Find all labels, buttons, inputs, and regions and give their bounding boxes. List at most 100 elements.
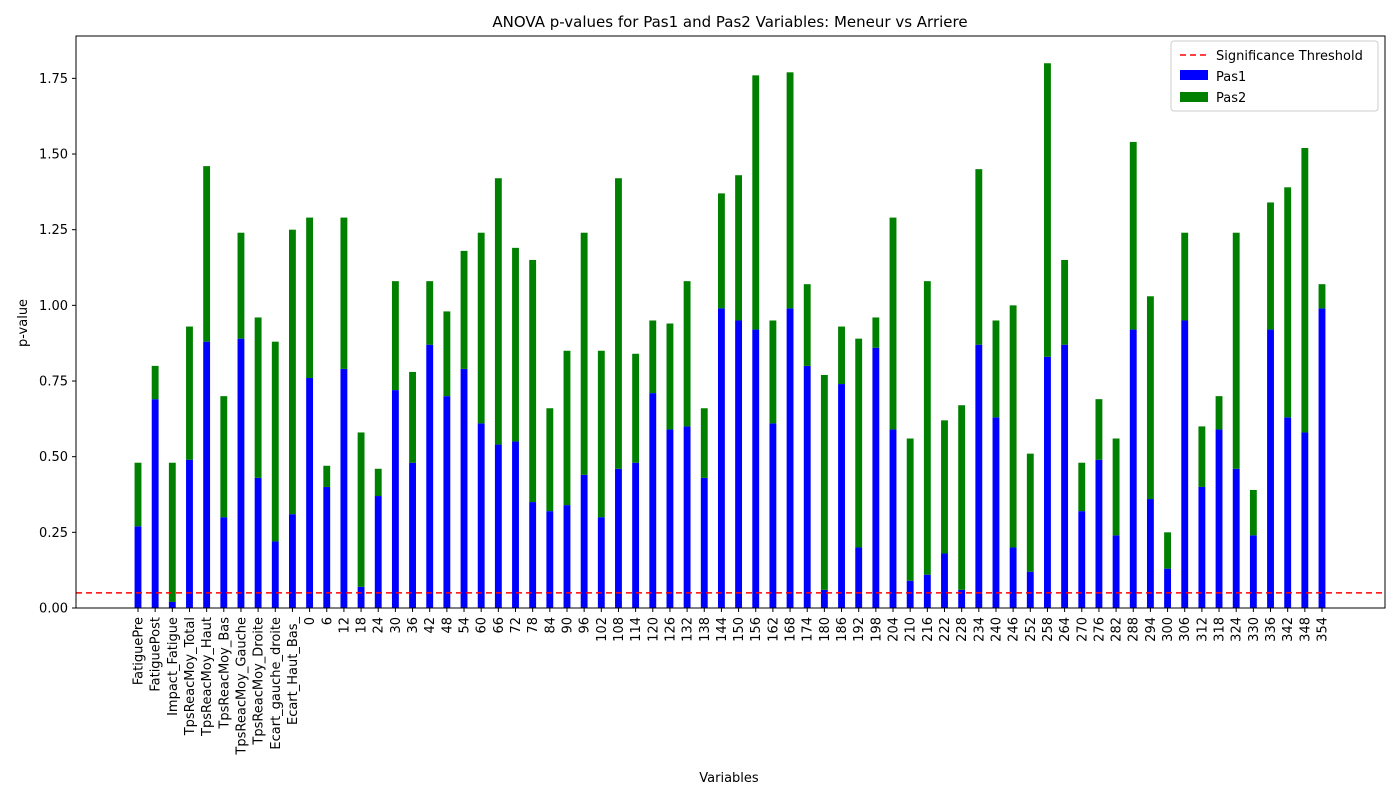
- x-tick-label: 114: [629, 617, 644, 642]
- bar-pas2: [649, 320, 657, 394]
- x-tick-label: 300: [1161, 617, 1176, 642]
- bar-pas2: [340, 217, 348, 369]
- bar-pas2: [717, 193, 725, 309]
- x-tick-label: 324: [1230, 617, 1245, 642]
- bar-pas2: [306, 217, 314, 378]
- bar-pas2: [323, 465, 331, 487]
- bar-pas1: [237, 338, 245, 608]
- x-tick-label: 228: [955, 617, 970, 642]
- bar-pas2: [1061, 259, 1069, 345]
- bar-pas1: [717, 308, 725, 608]
- bar-pas2: [580, 232, 588, 475]
- bar-pas2: [220, 396, 228, 518]
- bar-pas1: [254, 477, 262, 608]
- x-tick-label: 198: [869, 617, 884, 642]
- bar-pas1: [700, 477, 708, 608]
- bar-pas2: [1112, 438, 1120, 536]
- bar-pas1: [460, 368, 468, 608]
- x-tick-label: 120: [646, 617, 661, 642]
- y-axis-ticks: 0.00 0.25 0.50 0.75 1.00 1.25 1.50 1.75: [39, 72, 76, 617]
- bar-pas2: [151, 365, 159, 400]
- x-tick-label: TpsReacMoy_Bas: [217, 617, 232, 730]
- bar-pas1: [1181, 320, 1189, 608]
- bar-pas2: [477, 232, 485, 424]
- y-tick-label: 0.00: [39, 602, 68, 617]
- bar-pas2: [1146, 296, 1154, 500]
- bar-pas2: [271, 341, 279, 542]
- x-tick-label: 174: [801, 617, 816, 642]
- x-tick-label: 276: [1092, 617, 1107, 642]
- bar-pas2: [889, 217, 897, 430]
- legend-pas1-swatch: [1180, 70, 1208, 80]
- bar-pas2: [1181, 232, 1189, 321]
- bar-pas2: [1129, 141, 1137, 330]
- x-tick-label: 156: [749, 617, 764, 642]
- bar-pas2: [391, 281, 399, 391]
- bar-pas1: [529, 502, 537, 608]
- x-tick-label: 102: [595, 617, 610, 642]
- y-tick-label: 1.50: [39, 148, 68, 163]
- bar-pas2: [512, 247, 519, 442]
- bar-pas1: [1249, 535, 1257, 608]
- x-tick-label: 240: [989, 617, 1004, 642]
- bar-pas2: [700, 408, 708, 478]
- bar-pas1: [838, 384, 845, 608]
- bar-pas1: [1095, 459, 1103, 608]
- x-tick-label: 60: [475, 617, 490, 634]
- bar-pas1: [186, 459, 193, 608]
- chart-title: ANOVA p-values for Pas1 and Pas2 Variabl…: [492, 13, 967, 31]
- bar-pas1: [512, 441, 519, 608]
- x-tick-label: 306: [1178, 617, 1193, 642]
- bar-pas1: [803, 365, 811, 608]
- bar-pas1: [409, 462, 416, 608]
- x-tick-label: 108: [612, 617, 627, 642]
- bar-pas2: [1284, 187, 1292, 418]
- bar-pas1: [494, 444, 502, 608]
- x-tick-label: 336: [1264, 617, 1279, 642]
- bar-pas1: [1267, 329, 1274, 608]
- legend-threshold-label: Significance Threshold: [1216, 49, 1363, 64]
- bar-pas1: [1232, 468, 1240, 608]
- bar-pas1: [872, 347, 880, 608]
- x-tick-label: FatiguePre: [132, 617, 147, 685]
- x-tick-label: 348: [1298, 617, 1313, 642]
- bar-pas1: [1215, 429, 1223, 608]
- x-tick-label: 96: [578, 617, 593, 634]
- x-tick-label: 342: [1281, 617, 1296, 642]
- bar-pas1: [992, 417, 1000, 608]
- bar-pas1: [1301, 432, 1309, 608]
- bar-pas1: [683, 426, 691, 608]
- x-tick-label: Impact_Fatigue: [166, 617, 181, 716]
- bar-pas1: [546, 511, 554, 608]
- bar-pas2: [786, 72, 794, 309]
- x-axis-title: Variables: [699, 771, 759, 786]
- x-tick-label: 180: [818, 617, 833, 642]
- x-tick-label: FatiguePost: [149, 617, 164, 692]
- bar-pas1: [563, 505, 571, 608]
- y-axis-title: p-value: [16, 299, 31, 347]
- bar-pas2: [1026, 453, 1034, 572]
- x-tick-label: 30: [389, 617, 404, 634]
- x-tick-label: 138: [698, 617, 713, 642]
- bar-pas1: [357, 586, 365, 608]
- bar-pas1: [923, 574, 931, 608]
- x-tick-label: 78: [526, 617, 541, 634]
- x-tick-label: 12: [337, 617, 352, 634]
- bar-pas2: [769, 320, 777, 424]
- bar-pas2: [958, 405, 966, 590]
- x-tick-label: 216: [921, 617, 936, 642]
- x-tick-label: TpsReacMoy_Total: [183, 617, 198, 736]
- bar-pas2: [683, 281, 691, 427]
- x-tick-label: 294: [1144, 617, 1159, 642]
- bar-pas1: [786, 308, 794, 608]
- bar-pas1: [1044, 356, 1051, 608]
- bar-pas2: [203, 166, 211, 342]
- legend-pas2-label: Pas2: [1216, 91, 1246, 106]
- bar-pas2: [1044, 63, 1051, 357]
- bar-pas1: [1129, 329, 1137, 608]
- bar-pas1: [1026, 571, 1034, 608]
- x-tick-label: 54: [458, 617, 473, 634]
- x-tick-label: 36: [406, 617, 421, 634]
- x-tick-label: 144: [715, 617, 730, 642]
- bar-pas1: [975, 344, 983, 608]
